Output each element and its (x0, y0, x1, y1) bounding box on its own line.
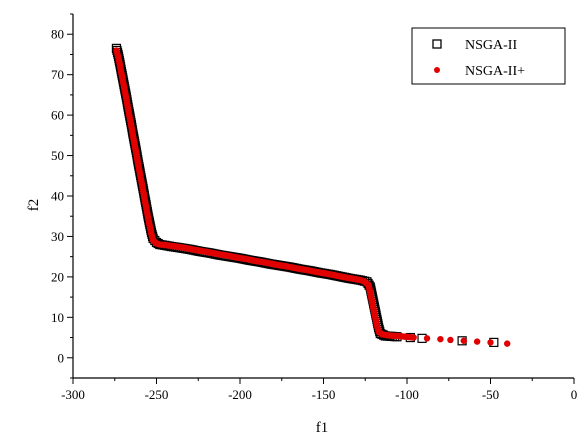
legend-marker-nsga-ii-plus (434, 67, 440, 73)
y-axis-label: f2 (26, 199, 42, 212)
x-tick-label: -50 (482, 387, 499, 402)
legend-box (411, 27, 566, 85)
data-point-nsga-ii-plus (447, 336, 454, 344)
series-nsga-ii-plus (113, 47, 511, 347)
x-tick-label: -150 (312, 387, 336, 402)
legend: NSGA-II NSGA-II+ (411, 27, 566, 85)
legend-marker-nsga-ii (432, 39, 442, 49)
x-tick-label: -200 (228, 387, 252, 402)
axes: -300 -250 -200 -150 -100 -50 0 0 10 20 30 40 50 60 70 8… (51, 13, 578, 402)
y-tick-label: 30 (51, 229, 64, 244)
legend-label-nsga-ii: NSGA-II (465, 38, 517, 53)
data-point-nsga-ii-plus (473, 338, 481, 345)
y-tick-label: 40 (51, 189, 64, 204)
legend-label-nsga-ii-plus: NSGA-II+ (465, 64, 525, 79)
x-tick-label: -300 (61, 387, 85, 402)
data-point-nsga-ii-plus (487, 339, 494, 346)
y-tick-label: 20 (51, 269, 64, 284)
x-tick-label: -100 (395, 387, 419, 402)
x-axis-label: f1 (316, 420, 329, 436)
data-point-nsga-ii-plus (460, 337, 467, 344)
y-tick-label: 10 (51, 310, 64, 325)
x-tick-label: -250 (145, 387, 169, 402)
data-point-nsga-ii-plus (504, 340, 511, 347)
data-point-nsga-ii-plus (410, 334, 417, 341)
y-tick-label: 60 (51, 108, 64, 123)
y-tick-label: 0 (58, 350, 65, 365)
data-point-nsga-ii-plus (423, 335, 431, 342)
y-tick-label: 70 (51, 67, 64, 82)
x-tick-label: 0 (571, 387, 578, 402)
data-point-nsga-ii-plus (437, 335, 444, 343)
y-tick-label: 50 (51, 148, 64, 163)
series-nsga-ii (111, 43, 499, 348)
y-tick-label: 80 (51, 27, 64, 42)
